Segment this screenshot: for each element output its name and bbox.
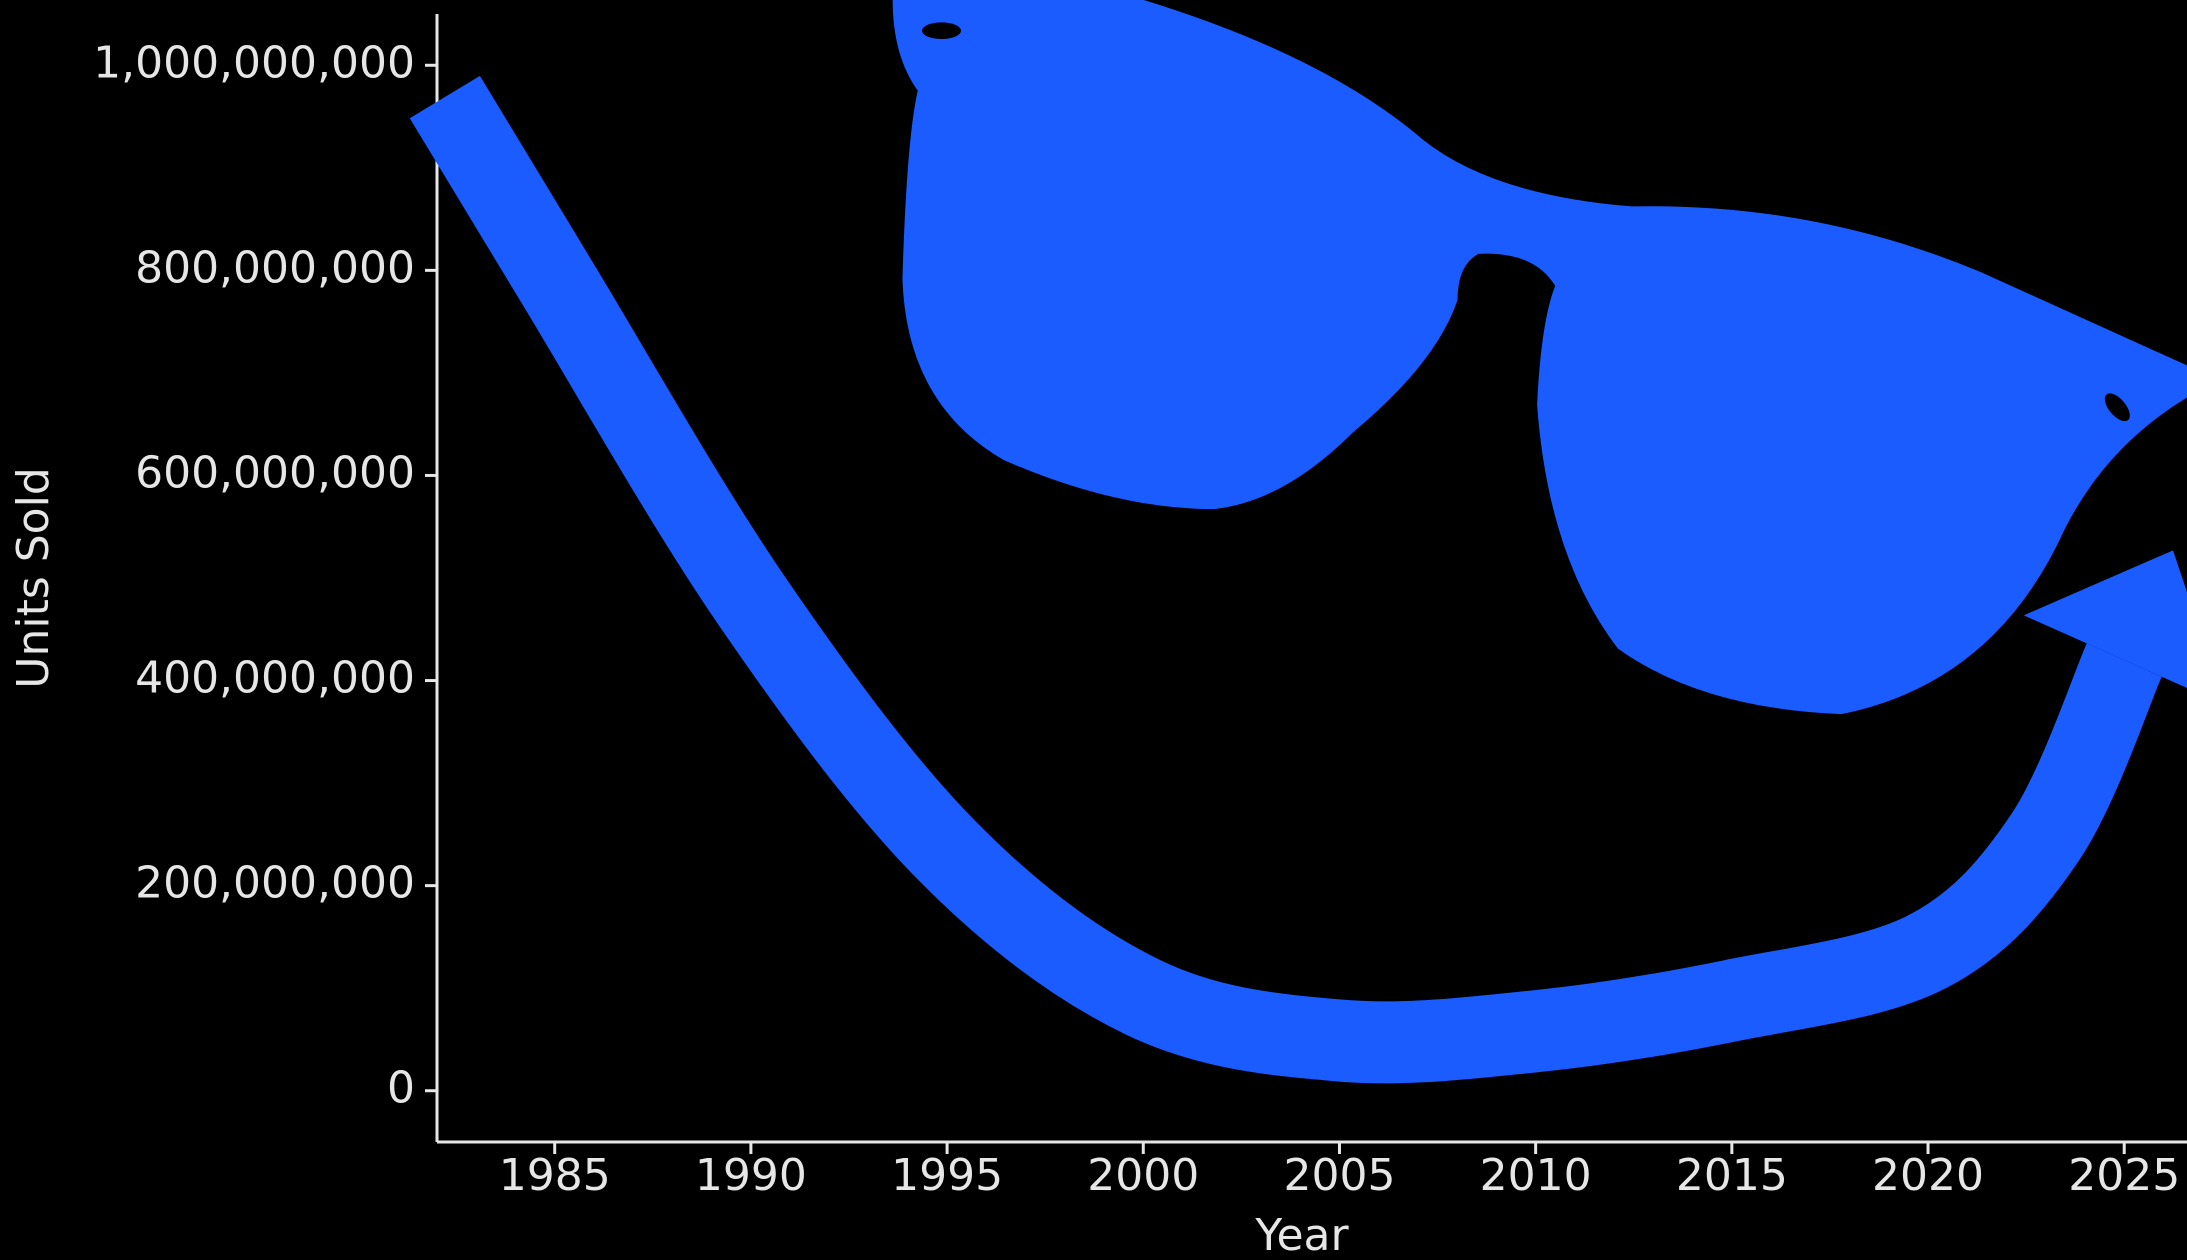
x-tick-label: 2000 <box>1087 1150 1199 1201</box>
x-tick-label: 2005 <box>1283 1150 1395 1201</box>
x-tick-label: 2010 <box>1480 1150 1592 1201</box>
hinge-hole <box>921 22 962 40</box>
x-tick-label: 1990 <box>695 1150 807 1201</box>
sunglasses <box>892 0 2187 715</box>
sunglasses-decoration <box>892 0 2187 715</box>
x-tick-label: 2020 <box>1872 1150 1984 1201</box>
y-tick-label: 400,000,000 <box>135 653 415 704</box>
trend-line <box>409 75 2162 1084</box>
y-tick-label: 800,000,000 <box>135 242 415 293</box>
y-tick-label: 0 <box>387 1063 415 1114</box>
hinge-hole <box>2104 393 2130 422</box>
y-tick-label: 1,000,000,000 <box>93 37 415 88</box>
y-tick-label: 600,000,000 <box>135 447 415 498</box>
y-axis-label: Units Sold <box>8 467 59 688</box>
y-tick-label: 200,000,000 <box>135 858 415 909</box>
x-axis-label: Year <box>1254 1210 1349 1260</box>
arrow-head <box>2023 550 2187 688</box>
x-tick-label: 1995 <box>891 1150 1003 1201</box>
x-tick-label: 1985 <box>499 1150 611 1201</box>
x-tick-label: 2015 <box>1676 1150 1788 1201</box>
x-tick-label: 2025 <box>2068 1150 2180 1201</box>
